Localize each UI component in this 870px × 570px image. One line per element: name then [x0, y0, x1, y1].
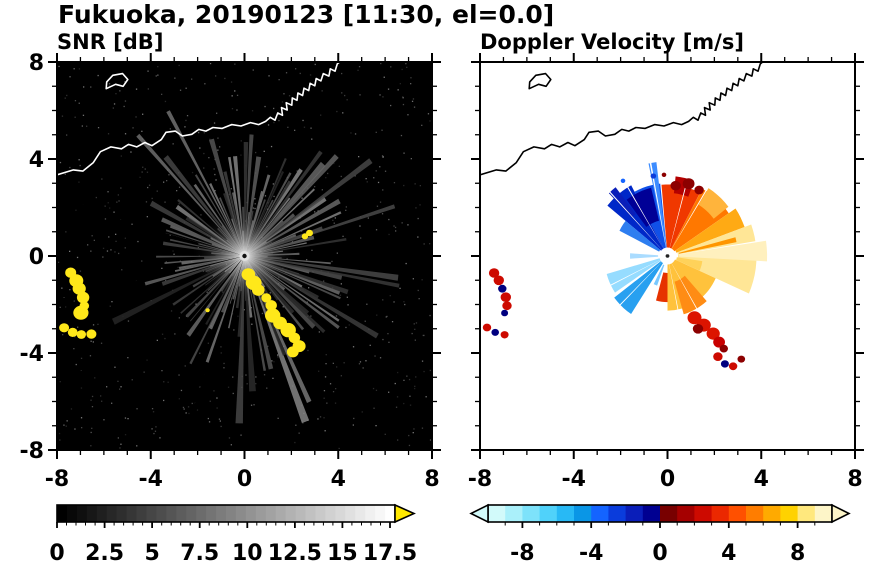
svg-text:0: 0 — [29, 245, 44, 270]
axes-frame — [48, 53, 441, 459]
svg-text:4: 4 — [29, 148, 44, 173]
svg-text:-8: -8 — [468, 467, 492, 492]
shadow-rays — [57, 196, 244, 450]
svg-text:8: 8 — [29, 51, 44, 76]
svg-text:-4: -4 — [562, 467, 586, 492]
svg-text:8: 8 — [790, 541, 805, 566]
panel-title-snr: SNR [dB] — [57, 30, 164, 54]
svg-text:-4: -4 — [20, 342, 44, 367]
svg-text:0: 0 — [237, 467, 252, 492]
svg-text:0: 0 — [49, 541, 64, 566]
figure-title: Fukuoka, 20190123 [11:30, el=0.0] — [58, 0, 555, 29]
svg-text:4: 4 — [754, 467, 769, 492]
svg-text:10: 10 — [232, 541, 263, 566]
svg-text:-4: -4 — [139, 467, 163, 492]
snr-colorbar: 0 2.5 5 7.5 10 12.5 15 17.5 — [49, 503, 417, 566]
svg-text:8: 8 — [424, 467, 439, 492]
svg-text:17.5: 17.5 — [363, 541, 417, 566]
svg-text:-8: -8 — [45, 467, 69, 492]
svg-text:-4: -4 — [579, 541, 603, 566]
tick-labels: -8 -4 0 4 8 — [468, 467, 863, 492]
velocity-cells — [482, 172, 746, 371]
svg-text:8: 8 — [847, 467, 862, 492]
coastline — [480, 62, 764, 176]
svg-text:12.5: 12.5 — [268, 541, 322, 566]
axes-frame — [471, 53, 864, 459]
doppler-colorbar: -8 -4 0 4 8 — [469, 503, 851, 566]
strong-echoes — [59, 229, 313, 358]
snr-field — [57, 62, 432, 450]
panel-title-doppler: Doppler Velocity [m/s] — [480, 30, 744, 54]
svg-text:0: 0 — [660, 467, 675, 492]
tick-labels: -8 -4 0 4 8 -8 -4 0 4 8 — [20, 51, 440, 492]
svg-text:7.5: 7.5 — [180, 541, 219, 566]
svg-text:2.5: 2.5 — [85, 541, 124, 566]
doppler-field — [480, 62, 855, 450]
svg-text:-8: -8 — [510, 541, 534, 566]
svg-text:4: 4 — [331, 467, 346, 492]
svg-text:5: 5 — [144, 541, 159, 566]
velocity-fan — [572, 148, 772, 364]
svg-text:4: 4 — [721, 541, 736, 566]
coastline — [57, 62, 341, 176]
svg-text:-8: -8 — [20, 439, 44, 464]
svg-text:0: 0 — [652, 541, 667, 566]
svg-text:15: 15 — [327, 541, 358, 566]
